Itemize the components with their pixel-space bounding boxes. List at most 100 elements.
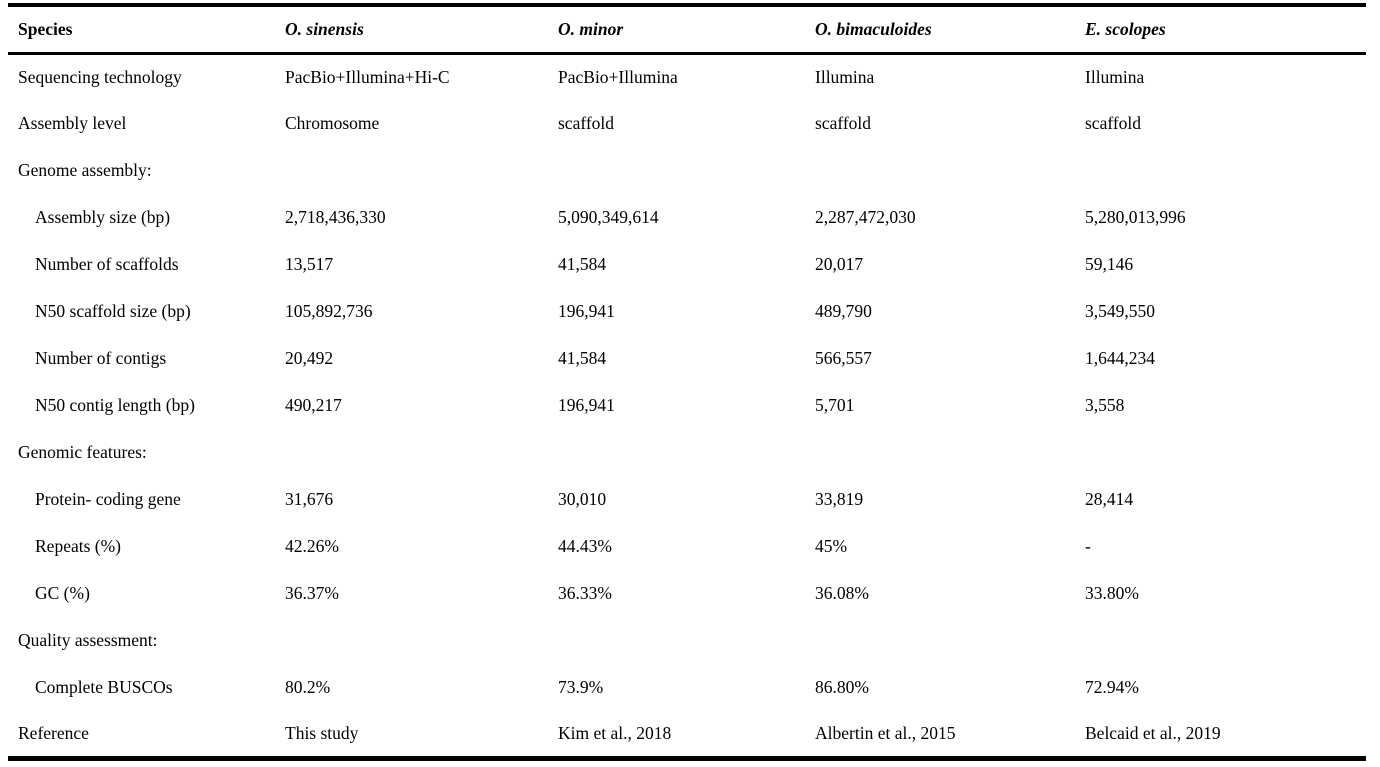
value-cell: Illumina bbox=[815, 66, 875, 87]
value-cell: 41,584 bbox=[558, 254, 607, 274]
value-cell bbox=[285, 429, 558, 476]
row-label: Protein- coding gene bbox=[35, 489, 181, 509]
value-cell: scaffold bbox=[815, 113, 872, 133]
row-label: Number of scaffolds bbox=[35, 254, 179, 274]
value-cell: 20,017 bbox=[815, 254, 864, 274]
row-label: Reference bbox=[18, 722, 89, 743]
section-label: Genomic features: bbox=[18, 442, 147, 462]
table-row: Protein- coding gene 31,676 30,010 33,819 28… bbox=[8, 476, 1366, 523]
value-cell bbox=[558, 147, 815, 194]
value-cell: 105,892,736 bbox=[285, 301, 373, 321]
value-cell: 196,941 bbox=[558, 395, 615, 415]
column-header-species-name: O. minor bbox=[558, 18, 624, 39]
value-cell: 73.9% bbox=[558, 677, 604, 697]
genome-assembly-statistics-table-wrap: Species O. sinensis O. minor O. bimaculoide… bbox=[8, 3, 1366, 761]
value-cell bbox=[285, 617, 558, 664]
value-cell: 36.08% bbox=[815, 583, 869, 603]
table-row: Number of scaffolds 13,517 41,584 20,017 59,… bbox=[8, 241, 1366, 288]
value-cell: 28,414 bbox=[1085, 489, 1134, 509]
value-cell: 45% bbox=[815, 536, 848, 556]
value-cell: Illumina bbox=[1085, 66, 1145, 87]
table-row: Assembly level Chromosome scaffold scaffold… bbox=[8, 100, 1366, 147]
table-row: GC (%) 36.37% 36.33% 36.08% 33.80% bbox=[8, 570, 1366, 617]
value-cell: 2,718,436,330 bbox=[285, 207, 386, 227]
value-cell bbox=[558, 429, 815, 476]
value-cell: 3,558 bbox=[1085, 395, 1125, 415]
table-row: Sequencing technology PacBio+Illumina+Hi-… bbox=[8, 53, 1366, 100]
value-cell: 36.33% bbox=[558, 583, 612, 603]
value-cell: 36.37% bbox=[285, 583, 339, 603]
row-label: Sequencing technology bbox=[18, 66, 182, 87]
value-cell: This study bbox=[285, 722, 359, 743]
value-cell bbox=[558, 617, 815, 664]
value-cell: 44.43% bbox=[558, 536, 612, 556]
row-label: N50 scaffold size (bp) bbox=[35, 301, 191, 321]
value-cell: scaffold bbox=[1085, 113, 1142, 133]
section-label: Quality assessment: bbox=[18, 630, 158, 650]
value-cell: 33,819 bbox=[815, 489, 864, 509]
value-cell: 1,644,234 bbox=[1085, 348, 1155, 368]
row-label: Assembly size (bp) bbox=[35, 207, 171, 227]
section-row: Genomic features: bbox=[8, 429, 1366, 476]
value-cell: - bbox=[1085, 536, 1091, 556]
value-cell bbox=[1085, 617, 1366, 664]
value-cell bbox=[1085, 429, 1366, 476]
table-row: N50 contig length (bp) 490,217 196,941 5,70… bbox=[8, 382, 1366, 429]
table-row: N50 scaffold size (bp) 105,892,736 196,941… bbox=[8, 288, 1366, 335]
value-cell: 196,941 bbox=[558, 301, 615, 321]
value-cell: 31,676 bbox=[285, 489, 334, 509]
value-cell: PacBio+Illumina+Hi-C bbox=[285, 66, 450, 87]
value-cell: 566,557 bbox=[815, 348, 872, 368]
value-cell: 41,584 bbox=[558, 348, 607, 368]
row-label: GC (%) bbox=[35, 583, 90, 603]
value-cell bbox=[815, 147, 1085, 194]
value-cell: 5,701 bbox=[815, 395, 855, 415]
value-cell bbox=[1085, 147, 1366, 194]
value-cell: scaffold bbox=[558, 113, 615, 133]
row-label: N50 contig length (bp) bbox=[35, 395, 195, 415]
column-header-species-name: E. scolopes bbox=[1085, 18, 1166, 39]
value-cell: Albertin et al., 2015 bbox=[815, 722, 956, 743]
row-label: Repeats (%) bbox=[35, 536, 122, 556]
value-cell: Belcaid et al., 2019 bbox=[1085, 722, 1221, 743]
value-cell: 59,146 bbox=[1085, 254, 1134, 274]
table-row: Repeats (%) 42.26% 44.43% 45% - bbox=[8, 523, 1366, 570]
value-cell: 489,790 bbox=[815, 301, 872, 321]
value-cell: 5,090,349,614 bbox=[558, 207, 659, 227]
section-row: Quality assessment: bbox=[8, 617, 1366, 664]
value-cell: Chromosome bbox=[285, 113, 380, 133]
table-header-row: Species O. sinensis O. minor O. bimaculoide… bbox=[8, 5, 1366, 53]
value-cell: PacBio+Illumina bbox=[558, 66, 678, 87]
row-label: Complete BUSCOs bbox=[35, 677, 173, 697]
column-header-species-label: Species bbox=[18, 18, 73, 39]
section-row: Genome assembly: bbox=[8, 147, 1366, 194]
value-cell: 490,217 bbox=[285, 395, 342, 415]
value-cell: 86.80% bbox=[815, 677, 869, 697]
genome-assembly-statistics-table: Species O. sinensis O. minor O. bimaculoide… bbox=[8, 3, 1366, 761]
table-row: Assembly size (bp) 2,718,436,330 5,090,349… bbox=[8, 194, 1366, 241]
table-header: Species O. sinensis O. minor O. bimaculoide… bbox=[8, 5, 1366, 53]
value-cell: 20,492 bbox=[285, 348, 334, 368]
value-cell: 2,287,472,030 bbox=[815, 207, 916, 227]
row-label: Number of contigs bbox=[35, 348, 167, 368]
value-cell bbox=[815, 617, 1085, 664]
value-cell: 42.26% bbox=[285, 536, 339, 556]
value-cell: 30,010 bbox=[558, 489, 607, 509]
value-cell: Kim et al., 2018 bbox=[558, 722, 672, 743]
value-cell bbox=[285, 147, 558, 194]
section-label: Genome assembly: bbox=[18, 160, 152, 180]
value-cell: 72.94% bbox=[1085, 677, 1139, 697]
table-row: Reference This study Kim et al., 2018 Alber… bbox=[8, 711, 1366, 758]
table-body: Sequencing technology PacBio+Illumina+Hi-… bbox=[8, 53, 1366, 758]
value-cell: 33.80% bbox=[1085, 583, 1139, 603]
column-header-species-name: O. bimaculoides bbox=[815, 18, 932, 39]
table-row: Complete BUSCOs 80.2% 73.9% 86.80% 72.94% bbox=[8, 664, 1366, 711]
value-cell: 3,549,550 bbox=[1085, 301, 1155, 321]
row-label: Assembly level bbox=[18, 113, 127, 133]
table-row: Number of contigs 20,492 41,584 566,557 1,64… bbox=[8, 335, 1366, 382]
value-cell bbox=[815, 429, 1085, 476]
value-cell: 13,517 bbox=[285, 254, 334, 274]
column-header-species-name: O. sinensis bbox=[285, 18, 364, 39]
value-cell: 80.2% bbox=[285, 677, 331, 697]
